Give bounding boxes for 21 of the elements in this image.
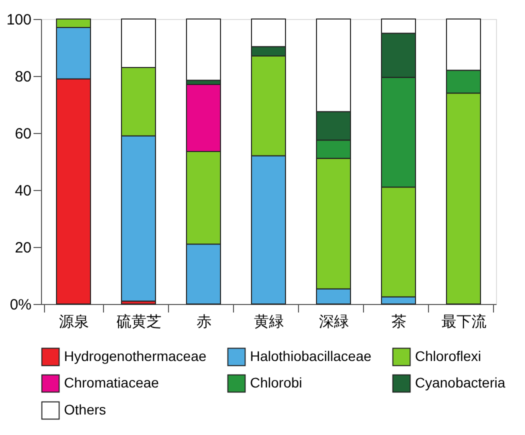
- x-tick-label: 赤: [196, 314, 212, 330]
- y-tick-label: 80: [14, 68, 32, 86]
- legend-label: Chloroflexi: [415, 348, 482, 364]
- y-tick-label: 0%: [10, 296, 32, 314]
- legend-label: Chlorobi: [250, 374, 302, 390]
- legend-label: Chromatiaceae: [64, 374, 160, 390]
- x-tick-label: 最下流: [442, 314, 486, 330]
- x-tick-label: 源泉: [59, 314, 89, 330]
- x-tick-label: 深緑: [319, 314, 349, 330]
- y-tick-label: 100: [6, 12, 32, 28]
- y-tick-label: 60: [14, 126, 32, 142]
- legend-label: Others: [64, 402, 106, 418]
- y-tick-label: 40: [14, 182, 32, 200]
- bar: [186, 18, 221, 81]
- x-tick-label: 黄緑: [254, 314, 284, 330]
- x-tick-label: 硫黄芝: [116, 314, 162, 330]
- y-tick-label: 20: [14, 240, 32, 256]
- x-tick-label: 茶: [392, 314, 406, 330]
- legend-label: Cyanobacteria: [415, 374, 506, 390]
- legend-label: Halothiobacillaceae: [250, 348, 372, 364]
- legend-label: Hydrogenothermaceae: [64, 348, 207, 364]
